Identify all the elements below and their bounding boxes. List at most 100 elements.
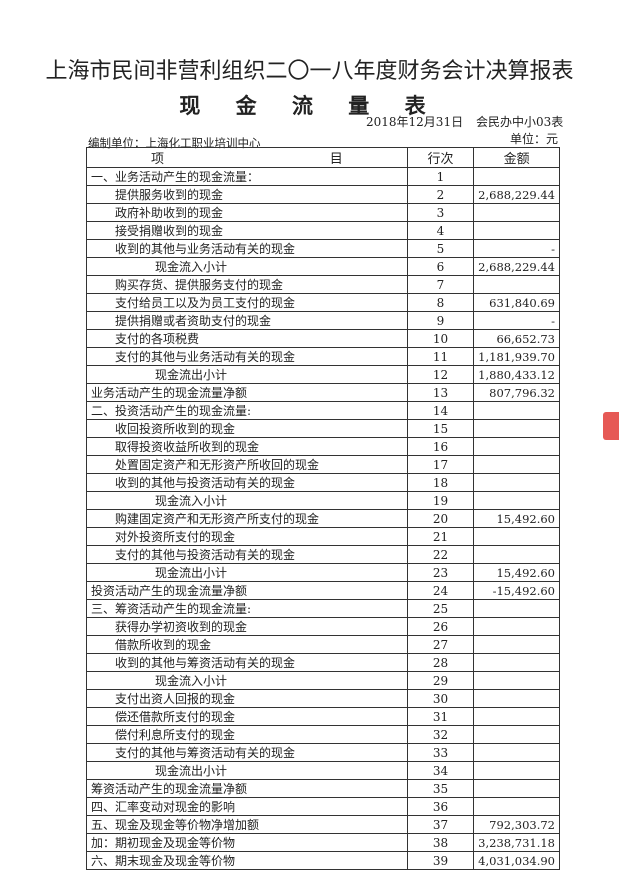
table-row: 四、汇率变动对现金的影响 36 bbox=[86, 797, 560, 816]
row-amount: 631,840.69 bbox=[473, 293, 560, 312]
row-amount bbox=[473, 671, 560, 690]
row-item: 现金流出小计 bbox=[86, 563, 408, 582]
row-item: 支付给员工以及为员工支付的现金 bbox=[86, 293, 408, 312]
row-item: 四、汇率变动对现金的影响 bbox=[86, 797, 408, 816]
row-item: 二、投资活动产生的现金流量: bbox=[86, 401, 408, 420]
row-amount bbox=[473, 437, 560, 456]
row-item: 支付的其他与筹资活动有关的现金 bbox=[86, 743, 408, 762]
row-item: 获得办学初资收到的现金 bbox=[86, 617, 408, 636]
row-amount: 15,492.60 bbox=[473, 509, 560, 528]
table-row: 提供捐赠或者资助支付的现金 9- bbox=[86, 311, 560, 330]
table-row: 投资活动产生的现金流量净额 24 -15,492.60 bbox=[86, 581, 560, 600]
table-row: 支付给员工以及为员工支付的现金 8 631,840.69 bbox=[86, 293, 560, 312]
table-row: 现金流出小计 23 15,492.60 bbox=[86, 563, 560, 582]
row-item: 加：期初现金及现金等价物 bbox=[86, 833, 408, 852]
table-row: 现金流入小计 6 2,688,229.44 bbox=[86, 257, 560, 276]
table-row: 现金流入小计 29 bbox=[86, 671, 560, 690]
row-item: 处置固定资产和无形资产所收回的现金 bbox=[86, 455, 408, 474]
row-number: 24 bbox=[406, 581, 475, 600]
row-amount: -15,492.60 bbox=[473, 581, 560, 600]
table-row: 五、现金及现金等价物净增加额 37 792,303.72 bbox=[86, 815, 560, 834]
row-item: 现金流入小计 bbox=[86, 491, 408, 510]
table-row: 二、投资活动产生的现金流量: 14 bbox=[86, 401, 560, 420]
row-item: 接受捐赠收到的现金 bbox=[86, 221, 408, 240]
row-number: 3 bbox=[406, 203, 475, 222]
row-number: 23 bbox=[406, 563, 475, 582]
red-stamp-fragment bbox=[603, 412, 619, 440]
row-number: 8 bbox=[406, 293, 475, 312]
row-amount: 2,688,229.44 bbox=[473, 257, 560, 276]
row-amount bbox=[473, 455, 560, 474]
table-row: 接受捐赠收到的现金 4 bbox=[86, 221, 560, 240]
table-row: 政府补助收到的现金 3 bbox=[86, 203, 560, 222]
table-row: 取得投资收益所收到的现金 16 bbox=[86, 437, 560, 456]
row-item: 业务活动产生的现金流量净额 bbox=[86, 383, 408, 402]
row-number: 28 bbox=[406, 653, 475, 672]
row-number: 20 bbox=[406, 509, 475, 528]
row-number: 37 bbox=[406, 815, 475, 834]
row-item: 购买存货、提供服务支付的现金 bbox=[86, 275, 408, 294]
row-item: 提供捐赠或者资助支付的现金 bbox=[86, 311, 408, 330]
table-row: 偿付利息所支付的现金 32 bbox=[86, 725, 560, 744]
row-amount bbox=[473, 419, 560, 438]
row-amount: 1,880,433.12 bbox=[473, 365, 560, 384]
header-item-right: 目 bbox=[329, 152, 343, 167]
row-amount bbox=[473, 527, 560, 546]
table-row: 获得办学初资收到的现金 26 bbox=[86, 617, 560, 636]
row-amount bbox=[473, 473, 560, 492]
table-row: 业务活动产生的现金流量净额 13 807,796.32 bbox=[86, 383, 560, 402]
header-amount: 金额 bbox=[473, 147, 560, 168]
table-row: 购建固定资产和无形资产所支付的现金 20 15,492.60 bbox=[86, 509, 560, 528]
table-row: 支付的各项税费 10 66,652.73 bbox=[86, 329, 560, 348]
row-number: 33 bbox=[406, 743, 475, 762]
row-amount: 792,303.72 bbox=[473, 815, 560, 834]
row-amount: 4,031,034.90 bbox=[473, 851, 560, 870]
row-amount: 66,652.73 bbox=[473, 329, 560, 348]
table-row: 收到的其他与业务活动有关的现金 5- bbox=[86, 239, 560, 258]
row-item: 偿还借款所支付的现金 bbox=[86, 707, 408, 726]
row-number: 17 bbox=[406, 455, 475, 474]
table-row: 三、筹资活动产生的现金流量: 25 bbox=[86, 599, 560, 618]
table-row: 现金流出小计 34 bbox=[86, 761, 560, 780]
row-item: 提供服务收到的现金 bbox=[86, 185, 408, 204]
table-row: 支付出资人回报的现金 30 bbox=[86, 689, 560, 708]
table-row: 提供服务收到的现金 2 2,688,229.44 bbox=[86, 185, 560, 204]
row-number: 15 bbox=[406, 419, 475, 438]
row-amount bbox=[473, 203, 560, 222]
row-item: 对外投资所支付的现金 bbox=[86, 527, 408, 546]
row-amount bbox=[473, 779, 560, 798]
row-amount: 807,796.32 bbox=[473, 383, 560, 402]
row-item: 收回投资所收到的现金 bbox=[86, 419, 408, 438]
row-number: 32 bbox=[406, 725, 475, 744]
row-amount bbox=[473, 761, 560, 780]
row-item: 收到的其他与筹资活动有关的现金 bbox=[86, 653, 408, 672]
row-number: 31 bbox=[406, 707, 475, 726]
row-number: 21 bbox=[406, 527, 475, 546]
table-row: 处置固定资产和无形资产所收回的现金 17 bbox=[86, 455, 560, 474]
table-row: 筹资活动产生的现金流量净额 35 bbox=[86, 779, 560, 798]
row-item: 支付的其他与业务活动有关的现金 bbox=[86, 347, 408, 366]
row-amount: 3,238,731.18 bbox=[473, 833, 560, 852]
table-row: 对外投资所支付的现金 21 bbox=[86, 527, 560, 546]
row-amount bbox=[473, 725, 560, 744]
table-row: 现金流出小计 12 1,880,433.12 bbox=[86, 365, 560, 384]
table-row: 加：期初现金及现金等价物 38 3,238,731.18 bbox=[86, 833, 560, 852]
organization: 编制单位：上海化工职业培训中心 bbox=[88, 136, 261, 150]
row-number: 12 bbox=[406, 365, 475, 384]
row-item: 政府补助收到的现金 bbox=[86, 203, 408, 222]
row-amount bbox=[473, 599, 560, 618]
row-amount: - bbox=[473, 239, 560, 258]
row-number: 19 bbox=[406, 491, 475, 510]
table-row: 收回投资所收到的现金 15 bbox=[86, 419, 560, 438]
row-item: 支付出资人回报的现金 bbox=[86, 689, 408, 708]
row-number: 7 bbox=[406, 275, 475, 294]
currency-unit: 单位：元 bbox=[510, 132, 559, 146]
row-number: 1 bbox=[406, 167, 475, 186]
row-item: 五、现金及现金等价物净增加额 bbox=[86, 815, 408, 834]
row-amount bbox=[473, 401, 560, 420]
row-number: 4 bbox=[406, 221, 475, 240]
row-number: 38 bbox=[406, 833, 475, 852]
row-amount bbox=[473, 545, 560, 564]
row-number: 6 bbox=[406, 257, 475, 276]
row-amount bbox=[473, 491, 560, 510]
